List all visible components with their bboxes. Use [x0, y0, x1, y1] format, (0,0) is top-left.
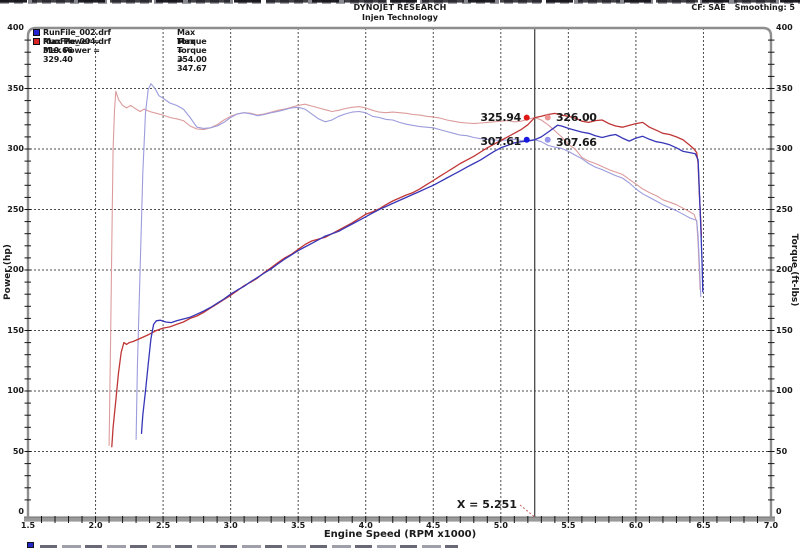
- legend-file-name: RunFile_002.drf: [43, 28, 111, 37]
- y-tick-label-left: 250: [7, 204, 24, 214]
- cursor-marker-dots: [523, 114, 551, 143]
- legend-swatch-red: [33, 38, 40, 45]
- legend-text: RunFile_002.drf Max Power = 319.66: [43, 28, 111, 55]
- legend-max-power: Max Power = 319.66: [43, 37, 100, 55]
- dyno-curves: [108, 83, 704, 448]
- x-tick-label: 6.5: [696, 521, 711, 530]
- y-tick-label-left: 200: [7, 265, 24, 274]
- y-tick-label-right: 200: [776, 265, 793, 274]
- x-tick-label: 2.0: [88, 521, 103, 530]
- x-tick-label: 4.0: [358, 521, 373, 530]
- y-tick-label-right: 0: [776, 507, 782, 516]
- y-tick-label-left: 150: [7, 325, 24, 335]
- x-tick-label: 4.5: [426, 521, 441, 530]
- curve-runfile-002-torque-ft-lbs-: [135, 83, 702, 440]
- y-tick-label-right: 400: [776, 23, 793, 32]
- header-brand: DYNOJET RESEARCH: [353, 3, 447, 12]
- cursor-x-label: X = 5.251: [456, 498, 517, 511]
- x-tick-label: 5.0: [493, 521, 508, 530]
- tick-marks: [24, 39, 775, 523]
- cursor-value-power-blue: 307.61: [480, 135, 521, 148]
- y-tick-label-right: 100: [776, 386, 793, 395]
- legend-swatch-blue: [33, 29, 40, 36]
- x-tick-label: 7.0: [763, 521, 779, 530]
- x-tick-label: 3.0: [223, 521, 238, 530]
- marker-dot-runfile-004-power: [523, 114, 530, 121]
- curve-runfile-004-power-hp-: [111, 112, 703, 448]
- x-tick-label: 2.5: [155, 521, 171, 530]
- marker-dot-runfile-002-torque: [544, 136, 551, 143]
- x-tick-label: 6.0: [628, 521, 643, 530]
- marker-dot-runfile-002-power: [523, 136, 530, 143]
- cropped-legend-swatch: [27, 542, 34, 548]
- torn-edge-bottom: [40, 545, 458, 548]
- x-tick-label: 5.5: [561, 521, 576, 530]
- legend-text: RunFile_004.drf Max Power = 329.40: [43, 37, 111, 64]
- legend-max-torque: Max Torque = 347.67: [177, 37, 207, 73]
- x-tick-label: 1.5: [20, 521, 36, 530]
- y-tick-label-right: 250: [776, 204, 793, 214]
- gridlines: [30, 28, 770, 517]
- y-tick-label-right: 300: [776, 144, 793, 153]
- y-tick-label-left: 50: [12, 446, 24, 456]
- legend-max-power: Max Power = 329.40: [43, 46, 100, 64]
- y-tick-label-left: 400: [7, 23, 24, 32]
- marker-dot-runfile-004-torque: [544, 114, 551, 121]
- y-tick-label-left: 100: [7, 386, 24, 395]
- cursor-value-torque-red: 326.00: [556, 111, 597, 124]
- y-tick-label-right: 50: [776, 446, 788, 456]
- correction-factor-label: CF: SAE: [691, 3, 726, 12]
- y-tick-label-right: 350: [776, 83, 793, 93]
- y-tick-label-left: 300: [7, 144, 24, 153]
- legend-file-name: RunFile_004.drf: [43, 37, 111, 46]
- curve-runfile-004-torque-ft-lbs-: [108, 90, 701, 446]
- cursor-value-power-red: 325.94: [480, 111, 521, 124]
- smoothing-label: Smoothing: 5: [734, 3, 795, 12]
- y-tick-label-left: 0: [18, 507, 24, 516]
- cursor-value-torque-blue: 307.66: [556, 136, 597, 149]
- legend-max-torque: Max Torque = 354.00: [177, 28, 207, 64]
- y-tick-label-right: 150: [776, 325, 793, 335]
- torn-edge-top: [0, 0, 800, 4]
- cursor-leader-line: [519, 504, 536, 518]
- x-axis-title: Engine Speed (RPM x1000): [323, 529, 477, 540]
- header-subtitle: Injen Technology: [362, 13, 438, 22]
- x-tick-label: 3.5: [291, 521, 306, 530]
- header-correction-info: CF: SAE Smoothing: 5: [595, 3, 795, 12]
- curve-runfile-002-power-hp-: [140, 124, 704, 435]
- axes-frame: [24, 26, 775, 522]
- y-tick-label-left: 350: [7, 83, 24, 93]
